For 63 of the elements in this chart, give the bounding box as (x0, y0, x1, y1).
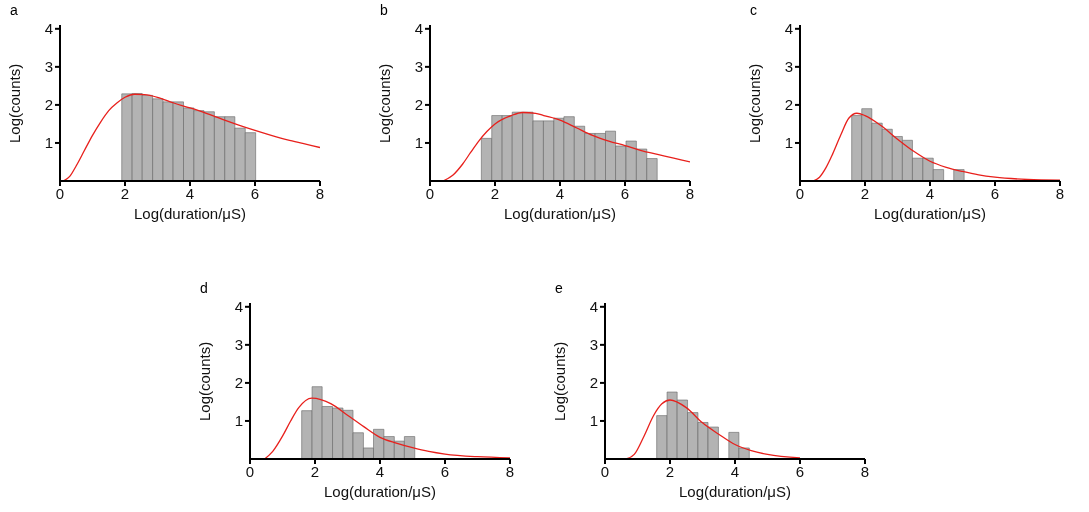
x-tick-label: 2 (665, 462, 675, 480)
x-tick-label: 2 (860, 184, 870, 202)
y-tick-label: 4 (44, 20, 53, 38)
line-series (263, 397, 510, 459)
x-tick-label: 4 (555, 184, 565, 202)
chart-title: d (200, 280, 208, 296)
chart-title: e (555, 280, 563, 296)
x-axis-title: Log(duration/μS) (678, 483, 792, 500)
y-axis-title: Log(counts) (746, 63, 764, 143)
line-series (442, 111, 690, 181)
x-tick-label: 8 (1055, 184, 1065, 202)
y-tick-label: 2 (44, 96, 53, 114)
y-tick-label: 1 (589, 412, 598, 430)
y-tick-label: 3 (784, 58, 793, 76)
y-tick-label: 2 (234, 374, 243, 392)
x-axis-title: Log(duration/μS) (503, 205, 617, 222)
y-tick-label: 4 (414, 20, 423, 38)
x-tick-label: 0 (600, 462, 610, 480)
y-axis-title: Log(counts) (196, 341, 214, 421)
x-tick-label: 6 (990, 184, 1000, 202)
y-axis-title: Log(counts) (551, 341, 569, 421)
y-tick-label: 4 (589, 298, 598, 316)
chart-title: c (750, 2, 757, 18)
x-axis-title: Log(duration/μS) (133, 205, 247, 222)
x-tick-label: 4 (730, 462, 740, 480)
y-axis-title: Log(counts) (6, 63, 24, 143)
x-tick-label: 4 (375, 462, 385, 480)
x-tick-label: 6 (440, 462, 450, 480)
x-tick-label: 6 (620, 184, 630, 202)
y-tick-label: 1 (784, 134, 793, 152)
y-tick-label: 2 (589, 374, 598, 392)
y-tick-label: 3 (234, 336, 243, 354)
y-tick-label: 1 (234, 412, 243, 430)
x-tick-label: 8 (860, 462, 870, 480)
x-axis-title: Log(duration/μS) (323, 483, 437, 500)
x-tick-label: 8 (315, 184, 325, 202)
x-axis-title: Log(duration/μS) (873, 205, 987, 222)
y-tick-label: 3 (44, 58, 53, 76)
x-tick-label: 2 (310, 462, 320, 480)
y-tick-label: 3 (414, 58, 423, 76)
x-tick-label: 0 (425, 184, 435, 202)
chart-title: a (10, 2, 18, 18)
y-tick-label: 1 (44, 134, 53, 152)
y-axis-title: Log(counts) (376, 63, 394, 143)
x-tick-label: 8 (505, 462, 515, 480)
y-tick-label: 2 (414, 96, 423, 114)
chart-title: b (380, 2, 388, 18)
x-tick-label: 6 (250, 184, 260, 202)
x-tick-label: 2 (490, 184, 500, 202)
x-tick-label: 4 (185, 184, 195, 202)
x-tick-label: 2 (120, 184, 130, 202)
x-tick-label: 0 (55, 184, 65, 202)
x-tick-label: 4 (925, 184, 935, 202)
y-tick-label: 2 (784, 96, 793, 114)
line-series (625, 399, 801, 459)
y-tick-label: 4 (234, 298, 243, 316)
x-tick-label: 8 (685, 184, 695, 202)
x-tick-label: 0 (245, 462, 255, 480)
x-tick-label: 0 (795, 184, 805, 202)
y-tick-label: 1 (414, 134, 423, 152)
x-tick-label: 6 (795, 462, 805, 480)
y-tick-label: 4 (784, 20, 793, 38)
y-tick-label: 3 (589, 336, 598, 354)
